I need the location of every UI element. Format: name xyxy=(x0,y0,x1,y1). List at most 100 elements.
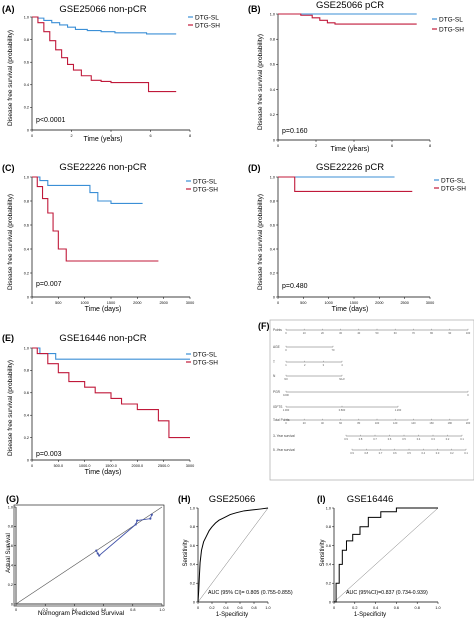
chart-3-ytick-label: 0.6 xyxy=(270,223,275,227)
nomogram-total-tick-label: 160 xyxy=(429,421,434,425)
panel-a: (A) GSE25066 non-pCR Time (years) Diseas… xyxy=(2,4,220,143)
chart-6-xtick-label: 0.4 xyxy=(223,606,228,610)
chart-4-ytick-label: 0 xyxy=(27,458,29,462)
panel-a-pvalue: p<0.0001 xyxy=(36,117,65,124)
chart-4-series-dtg-sl xyxy=(32,347,190,360)
chart-1-xtick-label: 2 xyxy=(315,144,317,148)
nomogram-total-tick-label: 120 xyxy=(393,421,398,425)
nomogram-total-tick-label: 200 xyxy=(466,421,471,425)
chart-0-ytick-label: 1.0 xyxy=(24,15,29,19)
chart-6-ytick-label: 0.4 xyxy=(190,563,195,567)
chart-7-xtick-label: 1.0 xyxy=(435,606,440,610)
nomogram-points-tick-label: 20 xyxy=(321,331,324,335)
chart-0-xtick-label: 8 xyxy=(189,134,191,138)
chart-4-series-dtg-sh xyxy=(32,347,190,439)
chart-1-ytick-label: 1.0 xyxy=(270,12,275,16)
chart-4-ytick-label: 1.0 xyxy=(24,346,29,350)
chart-2-ytick-label: 0.8 xyxy=(24,199,29,203)
chart-0-ytick-label: 0.4 xyxy=(24,83,29,87)
chart-6-ytick-label: 0 xyxy=(193,600,195,604)
chart-5-point xyxy=(150,513,153,516)
nomogram-total-tick-label: 100 xyxy=(375,421,380,425)
chart-4-xtick-label: 2500.0 xyxy=(158,464,170,468)
chart-5-point xyxy=(134,523,137,526)
panel-b-pvalue: p=0.160 xyxy=(282,128,308,135)
chart-5-ytick-label: 0 xyxy=(11,602,13,606)
chart-0-xtick-label: 4 xyxy=(110,134,112,138)
chart-5-point xyxy=(136,519,139,522)
chart-2-series-dtg-sh xyxy=(32,176,159,262)
panel-d: (D) GSE22226 pCR Time (days) Disease fre… xyxy=(248,162,466,313)
nomogram-n-tick-label: N1/2 xyxy=(339,377,345,381)
chart-5-xtick-label: 0.4 xyxy=(72,608,77,612)
nomogram-points-tick-label: 0 xyxy=(285,331,287,335)
chart-2-xtick-label: 1500 xyxy=(107,301,115,305)
nomogram-surv5-tick-label: 0.9 xyxy=(350,451,354,455)
chart-4-ytick-label: 0.4 xyxy=(24,414,29,418)
chart-1-xtick-label: 4 xyxy=(353,144,355,148)
chart-2-ytick-label: 0 xyxy=(27,295,29,299)
nomogram-row-label: 3- Year survival xyxy=(273,434,295,438)
nomogram-igfts-tick-label: 0.800 xyxy=(339,408,346,412)
panel-h-label: (H) xyxy=(178,494,191,504)
chart-2-xtick-label: 2500 xyxy=(159,301,167,305)
panel-e: (E) GSE16446 non-pCR Time (days) Disease… xyxy=(2,333,218,476)
panel-d-xlabel: Time (days) xyxy=(332,306,369,313)
nomogram-pgr-tick-label: 0 xyxy=(467,393,469,397)
panel-a-legend-sh: DTG-SH xyxy=(195,23,220,30)
nomogram-igfts-tick-label: 1.000 xyxy=(283,408,290,412)
chart-2-xtick-label: 1000 xyxy=(80,301,88,305)
chart-4-xtick-label: 500.0 xyxy=(54,464,64,468)
chart-0-ytick-label: 0.6 xyxy=(24,61,29,65)
chart-0-ytick-label: 0.2 xyxy=(24,106,29,110)
chart-7-ytick-label: 0.6 xyxy=(326,544,331,548)
chart-6-ytick-label: 0.6 xyxy=(190,544,195,548)
panel-c-label: (C) xyxy=(2,163,15,173)
panel-d-legend-sh: DTG-SH xyxy=(441,186,466,193)
panel-i-xlabel: 1-Specificity xyxy=(354,612,386,618)
chart-4-xtick-label: 2000.0 xyxy=(132,464,144,468)
chart-5-xtick-label: 0 xyxy=(15,608,17,612)
nomogram-surv3-tick-label: 0.7 xyxy=(373,437,377,441)
panel-c-title: GSE22226 non-pCR xyxy=(59,162,146,173)
nomogram-age-tick-label: 0 xyxy=(285,348,287,352)
chart-3-ytick-label: 0.2 xyxy=(270,271,275,275)
chart-3-ytick-label: 1.0 xyxy=(270,175,275,179)
nomogram-surv5-tick-label: 0.4 xyxy=(421,451,425,455)
panel-c-legend-sh: DTG-SH xyxy=(193,187,218,194)
chart-0-series-dtg-sl xyxy=(32,16,177,35)
panel-a-title: GSE25066 non-pCR xyxy=(59,4,146,15)
chart-7-ytick-label: 0.8 xyxy=(326,525,331,529)
panel-a-legend-sl: DTG-SL xyxy=(195,15,219,22)
chart-2-ytick-label: 0.2 xyxy=(24,271,29,275)
chart-2-xtick-label: 2000 xyxy=(133,301,141,305)
chart-3-ytick-label: 0.4 xyxy=(270,247,275,251)
panel-d-label: (D) xyxy=(248,163,261,173)
nomogram-points-tick-label: 40 xyxy=(357,331,360,335)
nomogram-row-label: Points xyxy=(273,328,282,332)
chart-6-ytick-label: 1.0 xyxy=(190,506,195,510)
chart-2-xtick-label: 0 xyxy=(31,301,33,305)
chart-5-xtick-label: 0.2 xyxy=(43,608,48,612)
nomogram-surv3-tick-label: 0.4 xyxy=(417,437,421,441)
panel-i-label: (I) xyxy=(317,494,326,504)
nomogram-total-tick-label: 80 xyxy=(357,421,360,425)
chart-3-xtick-label: 2000 xyxy=(375,301,383,305)
chart-2-xtick-label: 500 xyxy=(55,301,61,305)
panel-h-xlabel: 1-Specificity xyxy=(216,612,248,618)
panel-e-legend-sl: DTG-SL xyxy=(193,352,217,359)
panel-e-title: GSE16446 non-pCR xyxy=(59,333,146,344)
chart-5-xtick-label: 0.6 xyxy=(101,608,106,612)
nomogram-points-tick-label: 10 xyxy=(303,331,306,335)
chart-0-xtick-label: 0 xyxy=(31,134,33,138)
chart-4-xtick-label: 1000.0 xyxy=(79,464,91,468)
nomogram-surv3-tick-label: 0.3 xyxy=(431,437,435,441)
panel-i: (I) GSE16446 1-Specificity Sensitivity A… xyxy=(317,494,441,618)
chart-7-xtick-label: 0.6 xyxy=(394,606,399,610)
chart-0-xtick-label: 6 xyxy=(149,134,151,138)
nomogram-surv3-tick-label: 0.9 xyxy=(344,437,348,441)
nomogram-age-tick-label: 70 xyxy=(332,348,335,352)
nomogram-points-tick-label: 70 xyxy=(412,331,415,335)
chart-7-xtick-label: 0.2 xyxy=(352,606,357,610)
